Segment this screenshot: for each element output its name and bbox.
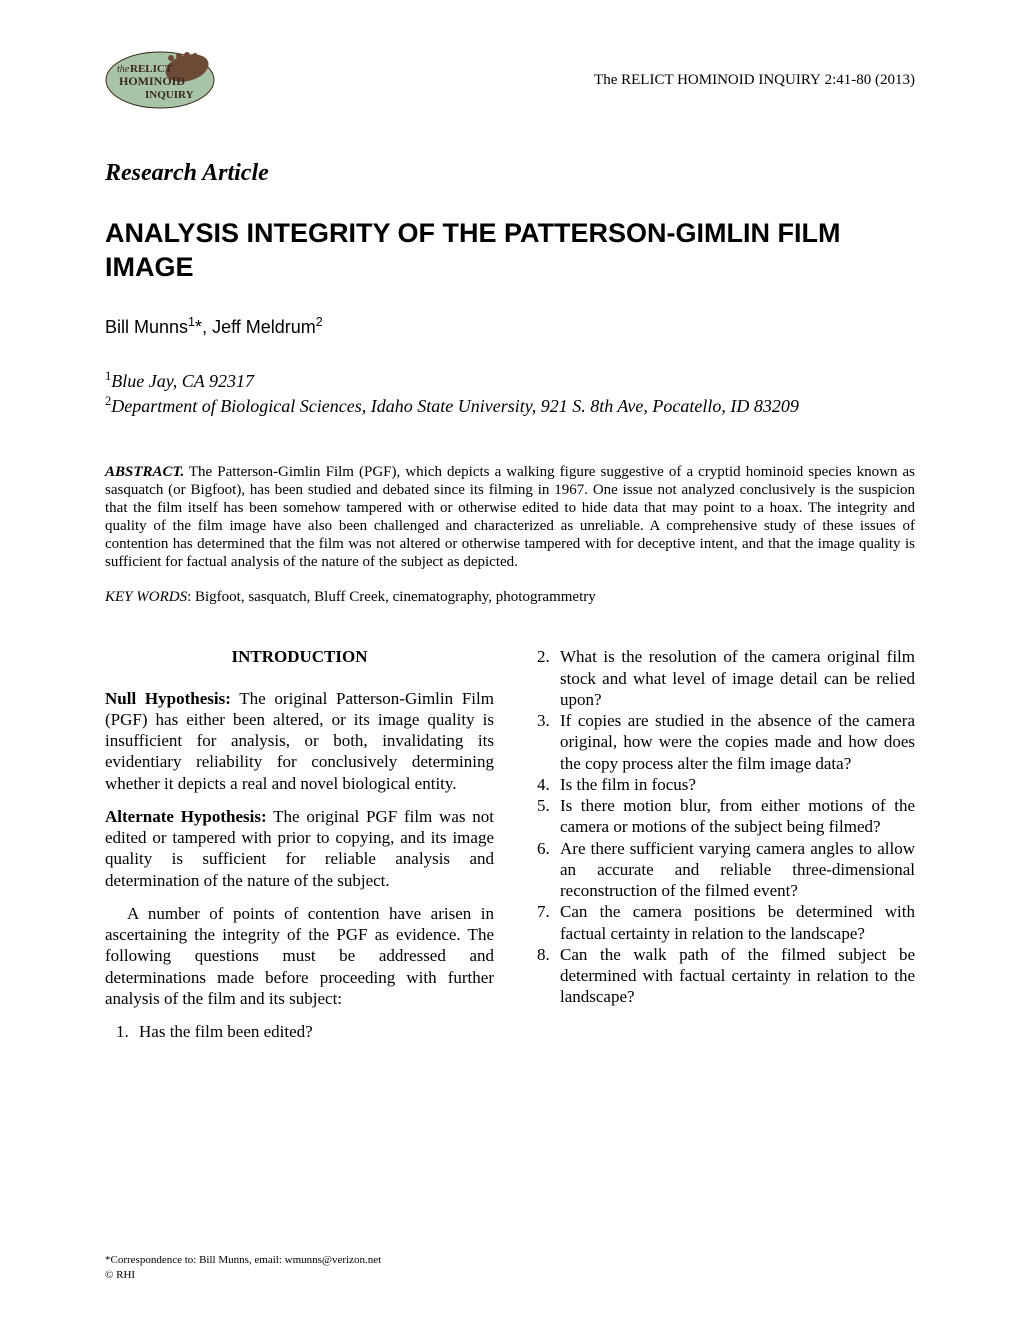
two-column-body: INTRODUCTION Null Hypothesis: The origin… <box>105 646 915 1042</box>
questions-list-right: What is the resolution of the camera ori… <box>526 646 915 1007</box>
right-column: What is the resolution of the camera ori… <box>526 646 915 1042</box>
article-type: Research Article <box>105 160 915 187</box>
aff2: Department of Biological Sciences, Idaho… <box>111 396 799 416</box>
null-hyp-label: Null Hypothesis: <box>105 689 231 708</box>
alt-hypothesis-para: Alternate Hypothesis: The original PGF f… <box>105 806 494 891</box>
abstract-text: The Patterson-Gimlin Film (PGF), which d… <box>105 464 915 570</box>
journal-logo: the RELICT HOMINOID INQUIRY <box>105 50 215 110</box>
affiliations: 1Blue Jay, CA 92317 2Department of Biolo… <box>105 368 915 419</box>
question-5: Is there motion blur, from either motion… <box>554 795 915 838</box>
abstract-label: ABSTRACT. <box>105 464 184 480</box>
header-row: the RELICT HOMINOID INQUIRY The RELICT H… <box>105 50 915 110</box>
keywords: KEY WORDS: Bigfoot, sasquatch, Bluff Cre… <box>105 589 915 606</box>
svg-text:HOMINOID: HOMINOID <box>119 74 185 88</box>
abstract: ABSTRACT. The Patterson-Gimlin Film (PGF… <box>105 463 915 571</box>
journal-prefix: The <box>594 72 621 88</box>
correspondence: *Correspondence to: Bill Munns, email: w… <box>105 1253 381 1267</box>
question-3: If copies are studied in the absence of … <box>554 710 915 774</box>
footer: *Correspondence to: Bill Munns, email: w… <box>105 1253 381 1282</box>
author-sep: , <box>202 317 212 337</box>
journal-name: RELICT HOMINOID INQUIRY <box>621 72 821 88</box>
alt-hyp-label: Alternate Hypothesis: <box>105 807 267 826</box>
keywords-text: : Bigfoot, sasquatch, Bluff Creek, cinem… <box>187 589 596 605</box>
copyright: © RHI <box>105 1268 381 1282</box>
questions-list-left: Has the film been edited? <box>105 1021 494 1042</box>
author-1-mark: * <box>195 317 202 337</box>
author-2-name: Jeff Meldrum <box>212 317 316 337</box>
question-4: Is the film in focus? <box>554 774 915 795</box>
left-column: INTRODUCTION Null Hypothesis: The origin… <box>105 646 494 1042</box>
author-1-name: Bill Munns <box>105 317 188 337</box>
question-2: What is the resolution of the camera ori… <box>554 646 915 710</box>
authors: Bill Munns1*, Jeff Meldrum2 <box>105 315 915 338</box>
svg-text:INQUIRY: INQUIRY <box>145 89 194 101</box>
question-1: Has the film been edited? <box>133 1021 494 1042</box>
aff1: Blue Jay, CA 92317 <box>111 371 254 391</box>
null-hypothesis-para: Null Hypothesis: The original Patterson-… <box>105 688 494 794</box>
article-title: ANALYSIS INTEGRITY OF THE PATTERSON-GIML… <box>105 217 915 285</box>
author-1-sup: 1 <box>188 315 195 329</box>
keywords-label: KEY WORDS <box>105 589 187 605</box>
question-7: Can the camera positions be determined w… <box>554 901 915 944</box>
journal-reference: The RELICT HOMINOID INQUIRY 2:41-80 (201… <box>594 72 915 89</box>
author-2-sup: 2 <box>316 315 323 329</box>
contention-para: A number of points of contention have ar… <box>105 903 494 1009</box>
intro-heading: INTRODUCTION <box>105 646 494 667</box>
question-6: Are there sufficient varying camera angl… <box>554 838 915 902</box>
logo-icon: the RELICT HOMINOID INQUIRY <box>105 50 215 110</box>
question-8: Can the walk path of the filmed subject … <box>554 944 915 1008</box>
journal-citation: 2:41-80 (2013) <box>821 72 915 88</box>
